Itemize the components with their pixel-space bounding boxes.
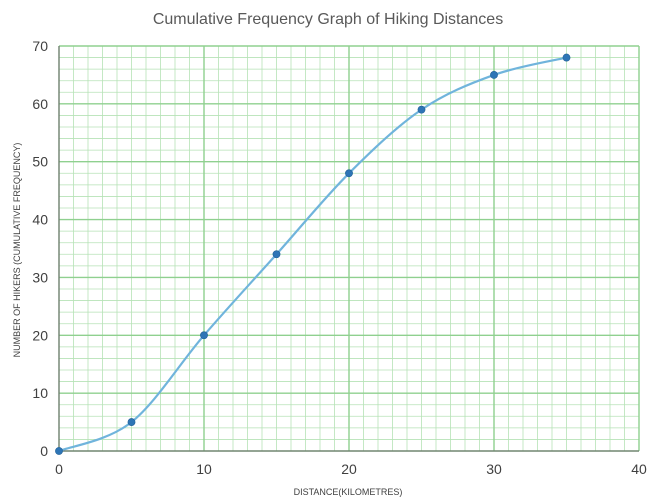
y-tick-label: 70 <box>32 38 48 54</box>
x-tick-label: 20 <box>341 461 357 477</box>
data-point <box>200 331 208 340</box>
axes <box>58 46 639 452</box>
x-tick-label: 0 <box>55 461 63 477</box>
data-point <box>417 105 426 114</box>
y-tick-label: 50 <box>32 154 48 170</box>
chart-title: Cumulative Frequency Graph of Hiking Dis… <box>153 11 503 28</box>
y-tick-label: 30 <box>32 269 48 285</box>
series-line <box>58 56 567 453</box>
x-tick-label: 10 <box>196 461 212 477</box>
data-point <box>345 169 353 178</box>
data-point <box>490 71 498 79</box>
y-tick-labels: 0 10 20 30 40 50 60 70 <box>32 38 48 459</box>
data-point <box>55 447 63 455</box>
x-axis-label: DISTANCE(KILOMETRES) <box>294 487 403 497</box>
x-tick-label: 40 <box>631 461 647 477</box>
y-tick-label: 0 <box>40 443 48 459</box>
y-tick-label: 20 <box>32 327 48 343</box>
y-tick-label: 40 <box>32 212 48 228</box>
y-tick-label: 60 <box>32 96 48 112</box>
y-tick-label: 10 <box>32 385 48 401</box>
data-point <box>127 418 136 426</box>
minor-grid <box>59 46 639 451</box>
data-point <box>272 250 281 259</box>
data-point <box>562 53 571 62</box>
y-axis-label: NUMBER OF HIKERS (CUMULATIVE FREQUENCY) <box>12 143 22 358</box>
x-tick-label: 30 <box>486 461 502 477</box>
series-layer <box>55 53 571 455</box>
x-tick-labels: 0 10 20 30 40 <box>55 461 647 477</box>
